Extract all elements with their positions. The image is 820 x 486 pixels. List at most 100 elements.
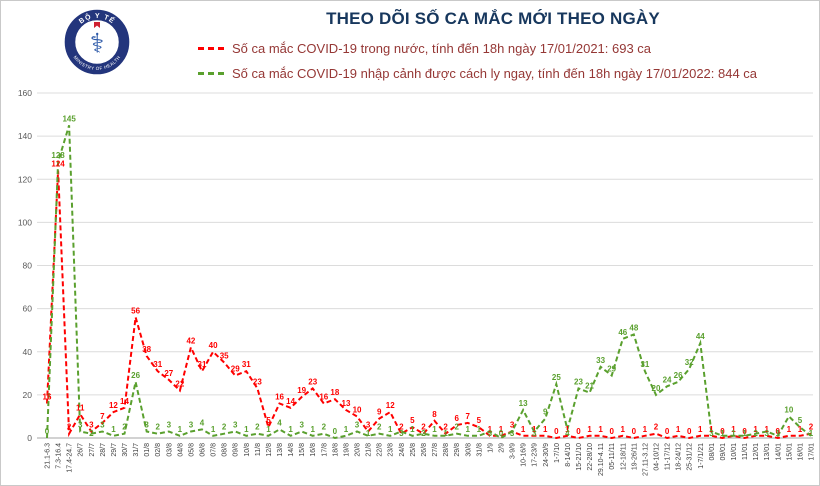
point-label-domestic: 5: [266, 416, 271, 425]
x-axis-label: 12/8: [266, 443, 273, 457]
point-label-imported: 25: [552, 373, 561, 382]
point-label-domestic: 9: [377, 408, 382, 417]
point-label-domestic: 1: [798, 425, 803, 434]
point-label-domestic: 12: [386, 401, 395, 410]
x-axis-label: 11/01: [742, 443, 749, 460]
point-label-domestic: 27: [164, 369, 173, 378]
point-label-imported: 2: [122, 423, 127, 432]
point-label-domestic: 1: [621, 425, 626, 434]
y-axis-label: 60: [23, 304, 33, 314]
point-label-domestic: 16: [275, 393, 284, 402]
x-axis-label: 07/8: [211, 443, 218, 457]
logo-band: [65, 10, 129, 74]
x-axis-label: 10/01: [731, 443, 738, 461]
point-label-domestic: 23: [308, 377, 317, 386]
x-axis-label: 24/8: [399, 443, 406, 457]
x-axis-label: 25-31/12: [687, 443, 694, 471]
point-label-domestic: 1: [698, 425, 703, 434]
point-label-domestic: 0: [720, 427, 725, 436]
x-axis-label: 12/01: [753, 443, 760, 461]
point-label-imported: 1: [776, 429, 781, 438]
x-axis-label: 18-24/12: [676, 443, 683, 471]
logo-inner-circle: [75, 20, 119, 64]
point-label-imported: 26: [131, 371, 140, 380]
point-label-imported: 0: [333, 427, 338, 436]
point-label-domestic: 8: [432, 410, 437, 419]
domestic-cases-line: [46, 170, 812, 440]
point-label-domestic: 16: [43, 393, 52, 402]
point-label-domestic: 5: [477, 416, 482, 425]
point-label-domestic: 1: [731, 425, 736, 434]
point-label-imported: 3: [488, 429, 493, 438]
point-label-imported: 1: [809, 429, 814, 438]
point-label-domestic: 2: [809, 423, 814, 432]
x-axis-label: 29/7: [111, 443, 118, 457]
point-label-domestic: 2: [654, 423, 659, 432]
point-label-domestic: 3: [366, 421, 371, 430]
point-label-imported: 2: [377, 423, 382, 432]
point-label-imported: 1: [366, 429, 371, 438]
x-axis-label: 29/8: [454, 443, 461, 457]
point-label-domestic: 10: [353, 405, 362, 414]
point-label-imported: 3: [78, 421, 83, 430]
x-axis-label: 18/8: [332, 443, 339, 457]
point-label-domestic: 11: [76, 403, 85, 412]
chart-area: 0 20 40 60 80 100 120 140 160 21.1-6.3 7.3-16.4 17.…: [1, 79, 819, 485]
point-label-imported: 4: [200, 418, 205, 427]
x-axis-label: 17/01: [809, 443, 816, 461]
x-axis-label: 27.11-3.12: [642, 443, 649, 476]
x-axis-label: 11-17/12: [665, 443, 672, 470]
point-label-imported: 1: [311, 425, 316, 434]
point-label-domestic: 1: [643, 425, 648, 434]
x-axis-label: 02/8: [155, 443, 162, 457]
point-label-imported: 145: [62, 114, 76, 123]
point-label-domestic: 31: [242, 360, 251, 369]
point-label-domestic: 2: [399, 423, 404, 432]
point-label-imported: 1: [244, 425, 249, 434]
point-label-domestic: 31: [153, 360, 162, 369]
point-label-imported: 3: [355, 421, 360, 430]
x-axis-label: 21/8: [366, 443, 373, 457]
point-label-imported: 1: [211, 425, 216, 434]
x-axis-label: 29.10-4.11: [598, 443, 605, 476]
point-label-imported: 9: [543, 408, 548, 417]
x-axis-label: 2/9: [498, 443, 505, 453]
point-label-imported: 1: [432, 425, 437, 434]
x-axis-label: 12-18/11: [620, 443, 627, 470]
point-label-domestic: 1: [543, 425, 548, 434]
legend-row-imported: Số ca mắc COVID-19 nhập cảnh được cách l…: [198, 61, 757, 86]
point-label-imported: 48: [629, 324, 638, 333]
point-label-imported: 29: [607, 364, 616, 373]
point-label-imported: 1: [178, 425, 183, 434]
x-axis-label: 27/8: [432, 443, 439, 457]
point-label-domestic: 0: [776, 427, 781, 436]
point-label-imported: 1: [388, 425, 393, 434]
point-label-domestic: 35: [220, 352, 229, 361]
legend-label-imported: Số ca mắc COVID-19 nhập cảnh được cách l…: [232, 66, 758, 81]
x-axis-label: 21.1-6.3: [45, 443, 52, 469]
y-axis-label: 80: [23, 261, 33, 271]
point-label-domestic: 31: [198, 360, 207, 369]
point-label-domestic: 1: [764, 425, 769, 434]
chart-legend: Số ca mắc COVID-19 trong nước, tính đến …: [198, 36, 757, 86]
point-label-domestic: 1: [587, 425, 592, 434]
point-label-imported: 3: [709, 429, 714, 438]
page-title: THEO DÕI SỐ CA MẮC MỚI THEO NGÀY: [326, 9, 660, 28]
point-label-domestic: 16: [319, 393, 328, 402]
point-label-domestic: 7: [466, 412, 471, 421]
point-label-imported: 5: [798, 416, 803, 425]
x-axis-label: 8-14/10: [565, 443, 572, 467]
x-axis-label: 05-11/11: [609, 443, 616, 470]
point-label-imported: 20: [652, 384, 661, 393]
x-axis-label: 15/01: [786, 443, 793, 461]
x-axis-label: 26/8: [421, 443, 428, 457]
x-axis-label: 28/7: [100, 443, 107, 457]
point-label-imported: 13: [519, 399, 528, 408]
x-axis-label: 20/8: [355, 443, 362, 457]
point-label-imported: 10: [784, 405, 793, 414]
x-axis-label: 04/8: [177, 443, 184, 457]
x-axis-label: 03/8: [166, 443, 173, 457]
point-label-imported: 1: [111, 425, 116, 434]
x-axis-label: 24-30/9: [543, 443, 550, 467]
